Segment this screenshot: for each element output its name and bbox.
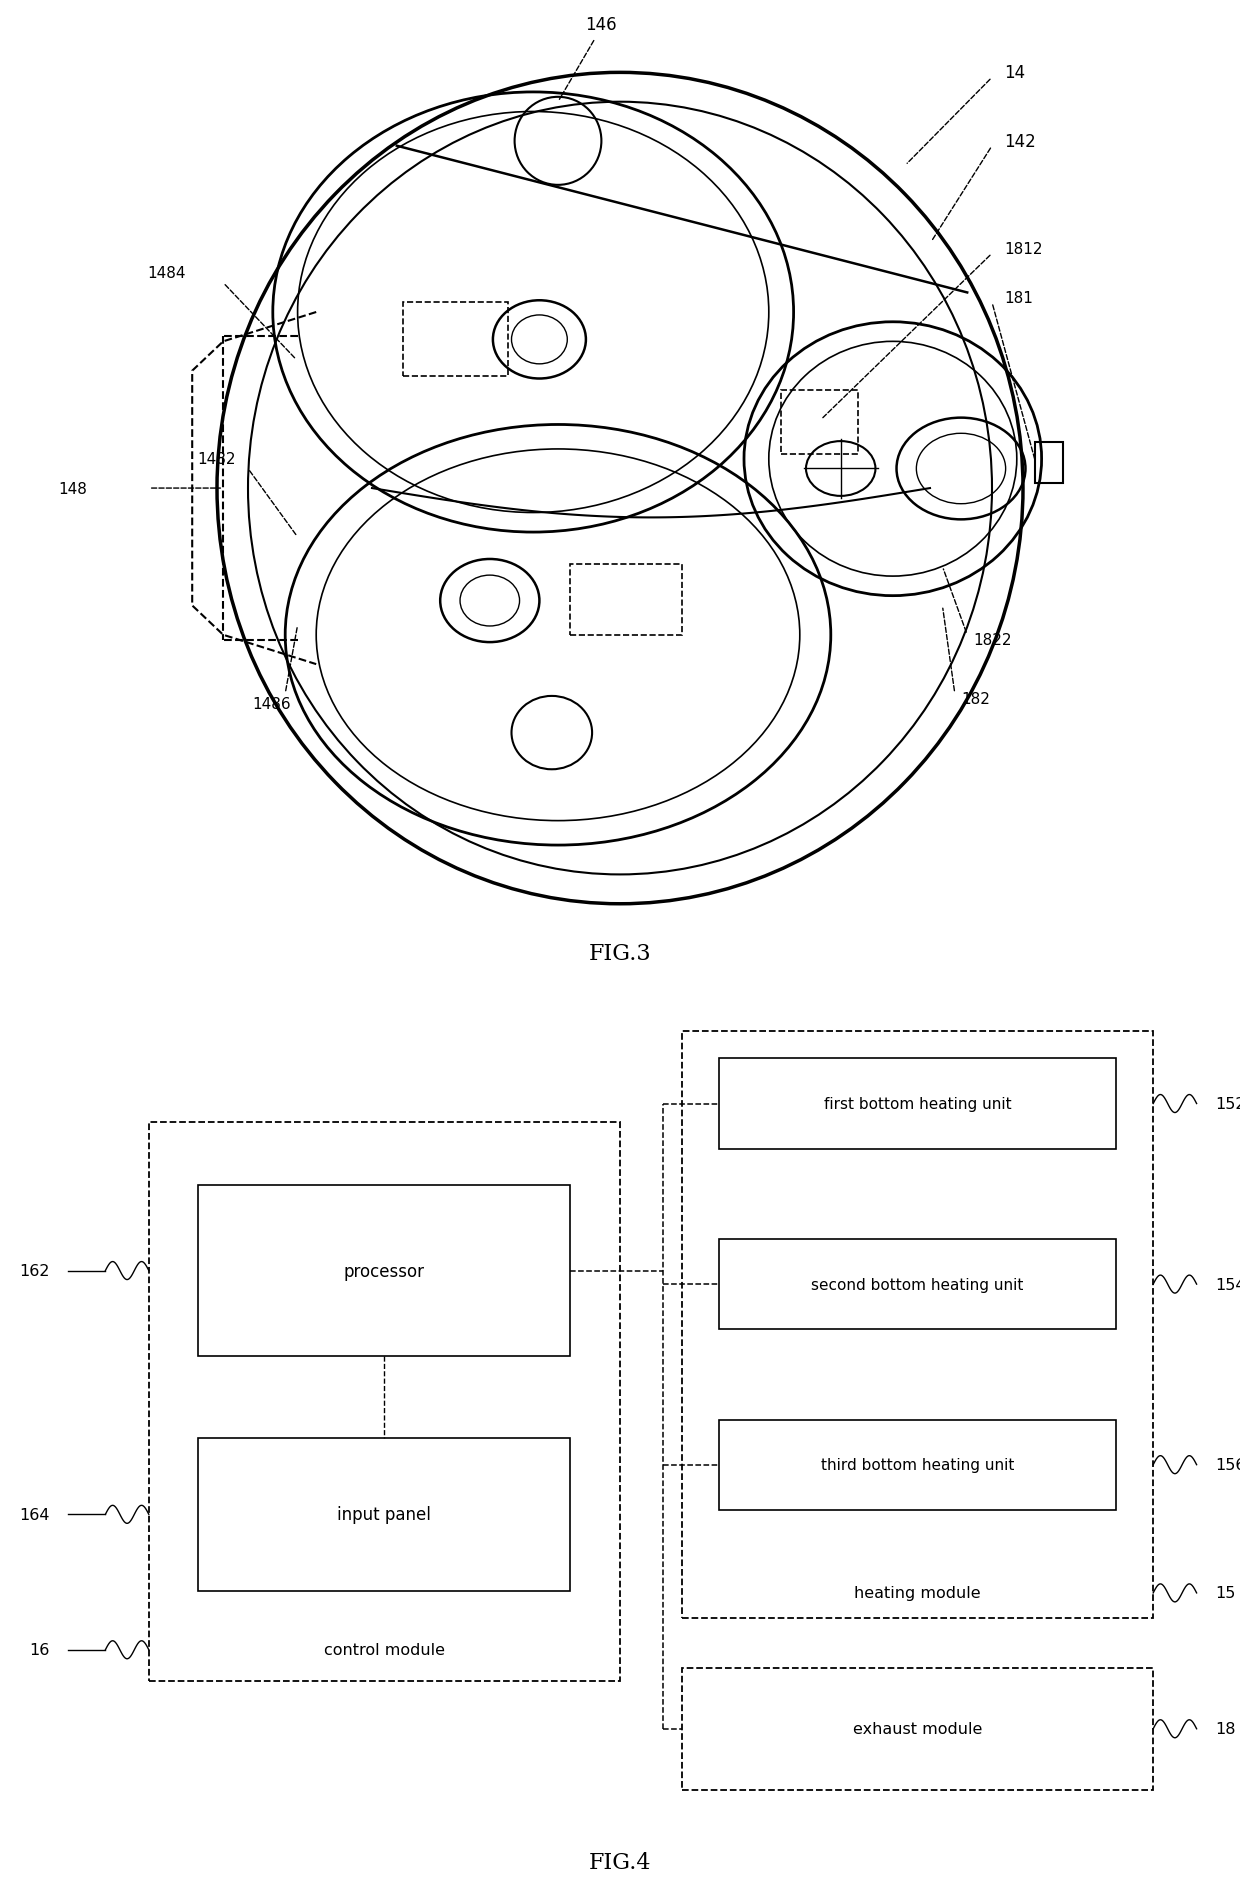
Text: 16: 16 xyxy=(30,1643,50,1658)
Text: 162: 162 xyxy=(19,1263,50,1278)
Bar xyxy=(403,303,508,376)
Text: 142: 142 xyxy=(1004,133,1037,150)
Text: 148: 148 xyxy=(58,481,87,496)
Text: FIG.4: FIG.4 xyxy=(589,1852,651,1872)
Text: 182: 182 xyxy=(961,692,990,707)
Text: 152: 152 xyxy=(1215,1096,1240,1111)
Text: 14: 14 xyxy=(1004,64,1025,83)
Text: control module: control module xyxy=(324,1643,445,1658)
Bar xyxy=(198,1438,570,1590)
Text: input panel: input panel xyxy=(337,1506,432,1523)
Bar xyxy=(149,1122,620,1681)
Text: second bottom heating unit: second bottom heating unit xyxy=(811,1277,1024,1292)
Text: exhaust module: exhaust module xyxy=(853,1722,982,1737)
Text: 1822: 1822 xyxy=(973,634,1012,649)
Text: 154: 154 xyxy=(1215,1277,1240,1292)
Text: first bottom heating unit: first bottom heating unit xyxy=(823,1096,1012,1111)
Text: processor: processor xyxy=(343,1261,425,1280)
Text: third bottom heating unit: third bottom heating unit xyxy=(821,1457,1014,1472)
Bar xyxy=(719,1239,1116,1329)
Text: 181: 181 xyxy=(1004,291,1033,306)
Text: 164: 164 xyxy=(19,1508,50,1523)
Text: 146: 146 xyxy=(585,17,618,34)
Bar xyxy=(682,1032,1153,1619)
Bar xyxy=(1035,444,1063,483)
Text: 15: 15 xyxy=(1215,1585,1235,1600)
Text: 1484: 1484 xyxy=(148,267,186,282)
Bar xyxy=(198,1184,570,1357)
Bar xyxy=(719,1058,1116,1149)
Text: 156: 156 xyxy=(1215,1457,1240,1472)
Bar xyxy=(781,391,858,455)
Text: FIG.3: FIG.3 xyxy=(589,942,651,964)
Bar xyxy=(682,1668,1153,1790)
Text: 1812: 1812 xyxy=(1004,243,1043,258)
Text: 1486: 1486 xyxy=(253,696,291,711)
Text: heating module: heating module xyxy=(854,1585,981,1600)
Text: 1482: 1482 xyxy=(197,451,236,466)
Text: 18: 18 xyxy=(1215,1722,1236,1737)
Bar xyxy=(719,1419,1116,1510)
Bar xyxy=(570,566,682,635)
